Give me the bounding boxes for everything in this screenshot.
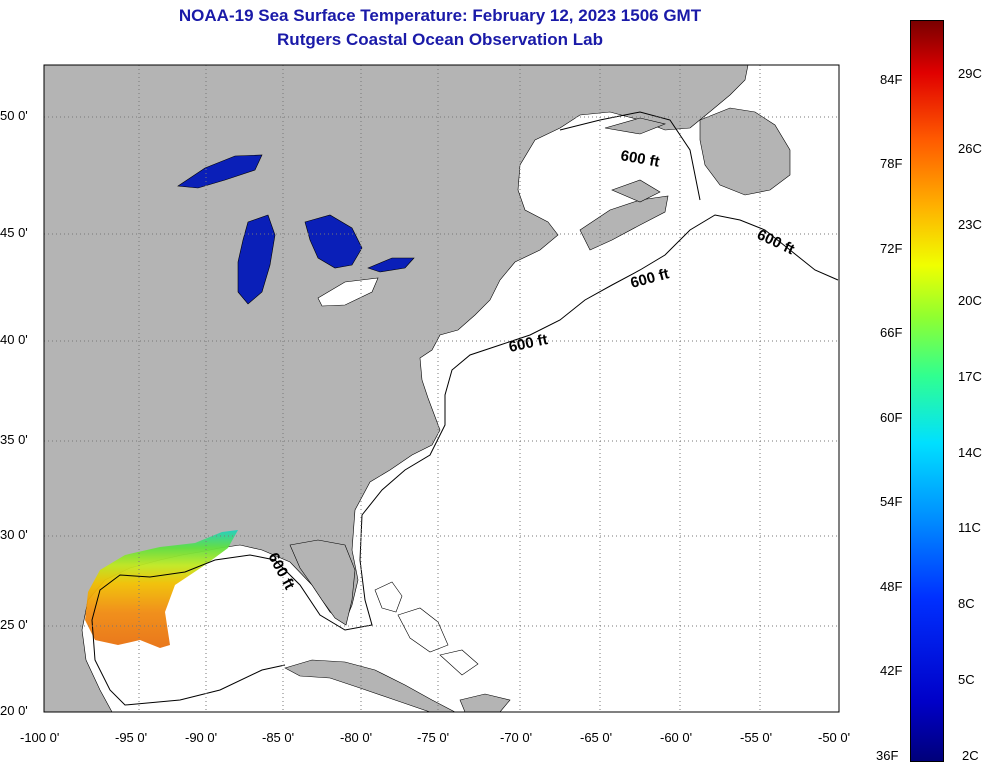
lake-superior [177,154,263,189]
lat-label-25: 25 0' [0,617,28,632]
landmass-anticosti [604,117,666,135]
landmass-newfoundland [699,107,791,196]
landmass-hispaniola [459,693,511,712]
lake-huron [304,214,363,269]
lon-label-75: -75 0' [417,730,450,745]
colorbar-c-20: 20C [958,293,982,308]
lake-michigan [237,214,276,305]
lon-label-100: -100 0' [20,730,60,745]
lat-label-20: 20 0' [0,703,28,718]
colorbar-f-66: 66F [880,325,903,340]
landmass-cape-breton [611,179,661,203]
landmass-cuba [284,659,456,712]
colorbar-f-84: 84F [880,72,903,87]
map-subtitle: Rutgers Coastal Ocean Observation Lab [277,30,603,49]
colorbar-f-54: 54F [880,494,903,509]
colorbar-c-26: 26C [958,141,982,156]
lon-label-60: -60 0' [660,730,693,745]
contour-label-gulf: 600 ft [619,147,661,171]
contour-600ft-gulf-stlawrence [559,111,701,201]
graticule [44,65,839,712]
colorbar-f-36: 36F [876,748,899,763]
lake-ontario-cloud [317,277,379,307]
colorbar-f-42: 42F [880,663,903,678]
colorbar-c-23: 23C [958,217,982,232]
lon-label-90: -90 0' [185,730,218,745]
lon-label-50: -50 0' [818,730,851,745]
map-title: NOAA-19 Sea Surface Temperature: Februar… [178,6,702,25]
colorbar-c-17: 17C [958,369,982,384]
temperature-colorbar [910,20,944,762]
colorbar-c-2: 2C [962,748,979,763]
lat-label-30: 30 0' [0,527,28,542]
lat-label-50: 50 0' [0,108,28,123]
lat-label-40: 40 0' [0,332,28,347]
lon-label-95: -95 0' [115,730,148,745]
lon-label-55: -55 0' [740,730,773,745]
lat-label-35: 35 0' [0,432,28,447]
lake-erie [367,257,415,273]
sst-gulf-data [85,530,238,648]
contour-600ft [91,214,839,706]
colorbar-f-72: 72F [880,241,903,256]
lon-label-70: -70 0' [500,730,533,745]
colorbar-f-48: 48F [880,579,903,594]
landmass-nova-scotia [579,195,669,251]
lon-label-85: -85 0' [262,730,295,745]
landmass-florida [289,539,356,626]
colorbar-c-8: 8C [958,596,975,611]
colorbar-c-11: 11C [958,520,981,535]
colorbar-f-60: 60F [880,410,903,425]
colorbar-c-29: 29C [958,66,982,81]
lon-label-80: -80 0' [340,730,373,745]
colorbar-c-14: 14C [958,445,982,460]
colorbar-f-78: 78F [880,156,903,171]
lon-label-65: -65 0' [580,730,613,745]
lat-label-45: 45 0' [0,225,28,240]
colorbar-c-5: 5C [958,672,975,687]
bahamas-banks [374,581,479,676]
map-frame [43,64,840,713]
